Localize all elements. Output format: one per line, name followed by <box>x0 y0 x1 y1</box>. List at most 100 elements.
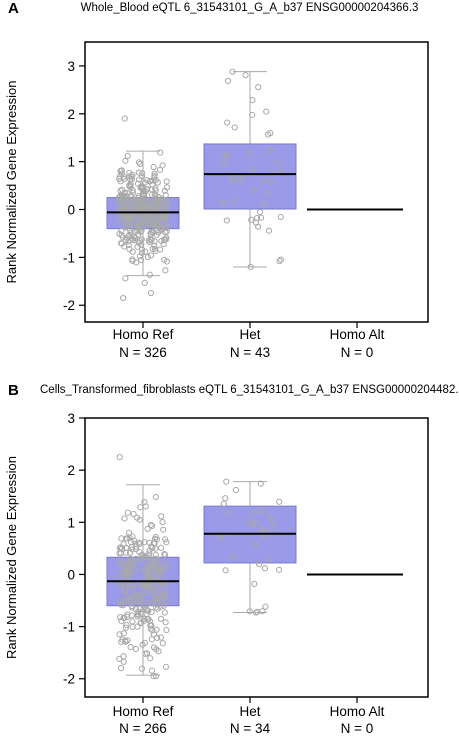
data-point <box>148 186 155 193</box>
data-point <box>137 160 144 167</box>
data-point <box>127 555 134 562</box>
data-point <box>142 248 149 255</box>
data-point <box>141 615 148 622</box>
data-point <box>123 201 130 208</box>
data-point <box>270 524 277 531</box>
data-point <box>124 535 131 542</box>
data-point <box>129 189 137 196</box>
data-point <box>117 665 125 672</box>
data-point <box>118 207 125 215</box>
y-tick-label: 3 <box>67 411 75 426</box>
y-tick-label: -1 <box>63 620 75 635</box>
data-point <box>124 190 131 197</box>
data-point <box>257 214 265 221</box>
data-point <box>132 592 139 599</box>
data-point <box>122 624 130 631</box>
data-point <box>152 192 159 199</box>
data-point <box>125 233 132 240</box>
data-point <box>277 256 285 263</box>
data-point <box>135 193 142 200</box>
data-point <box>144 525 151 533</box>
data-point <box>231 197 238 204</box>
data-point <box>159 640 166 647</box>
data-point <box>148 600 155 607</box>
data-point <box>129 533 136 540</box>
data-point <box>162 213 169 220</box>
data-point <box>119 234 126 241</box>
data-point <box>152 494 159 501</box>
data-point <box>121 115 128 122</box>
data-point <box>128 193 135 200</box>
data-point <box>155 648 162 655</box>
y-tick-label: 2 <box>67 107 75 122</box>
x-category-label: Het <box>239 704 260 719</box>
data-point <box>135 159 143 166</box>
data-point <box>134 623 141 630</box>
data-point <box>253 219 260 226</box>
data-point <box>263 108 270 115</box>
data-point <box>116 655 123 662</box>
data-point <box>251 186 258 193</box>
plot-frame <box>84 41 429 323</box>
data-point <box>246 150 253 157</box>
data-point <box>148 667 156 674</box>
data-point <box>260 200 268 207</box>
y-tick-label: -2 <box>63 298 75 313</box>
data-point <box>148 569 155 576</box>
data-point <box>118 569 125 576</box>
data-point <box>147 625 154 632</box>
data-point <box>257 480 264 487</box>
data-point <box>161 187 168 194</box>
data-point <box>251 580 258 587</box>
data-point <box>162 267 169 274</box>
data-point <box>116 198 123 206</box>
data-point <box>249 97 256 104</box>
data-point <box>157 615 165 622</box>
data-point <box>163 178 170 185</box>
y-tick-label: 2 <box>67 463 75 478</box>
data-point <box>246 519 254 526</box>
data-point <box>162 201 169 208</box>
data-point <box>163 563 170 570</box>
data-point <box>126 245 133 253</box>
chart-title: Whole_Blood eQTL 6_31543101_G_A_b37 ENSG… <box>80 2 419 14</box>
data-point <box>152 247 159 255</box>
data-point <box>126 226 134 233</box>
data-point <box>120 658 127 665</box>
data-point <box>147 236 154 243</box>
data-point <box>144 197 152 204</box>
data-point <box>150 163 157 171</box>
data-point <box>144 253 151 261</box>
data-point <box>266 513 273 520</box>
x-count-label: N = 0 <box>341 721 374 736</box>
data-point <box>137 504 144 511</box>
data-point <box>252 519 260 526</box>
data-point <box>141 568 149 575</box>
data-point <box>160 526 167 533</box>
data-point <box>122 275 129 282</box>
data-point <box>261 178 268 185</box>
data-point <box>148 522 156 530</box>
data-point <box>152 185 159 192</box>
data-point <box>116 454 123 461</box>
data-point <box>225 509 232 517</box>
data-point <box>157 198 164 205</box>
panel-b: B Cells_Transformed_fibroblasts eQTL 6_3… <box>0 376 459 753</box>
data-point <box>246 608 253 615</box>
y-tick-label: 0 <box>67 203 75 218</box>
data-point <box>137 619 145 626</box>
data-point <box>162 591 169 598</box>
data-point <box>148 636 155 643</box>
data-point <box>129 546 136 553</box>
data-point <box>269 518 276 525</box>
data-point <box>147 218 155 225</box>
data-point <box>229 175 236 182</box>
data-point <box>254 608 261 615</box>
data-point <box>249 111 256 119</box>
box-plot-b: Rank Normalized Gene Expression -2 -1 0 1 2 3 H… <box>4 411 429 736</box>
data-point <box>137 257 145 264</box>
data-point <box>252 541 259 548</box>
data-point <box>224 77 232 85</box>
data-point <box>120 541 127 548</box>
data-point <box>125 529 133 536</box>
